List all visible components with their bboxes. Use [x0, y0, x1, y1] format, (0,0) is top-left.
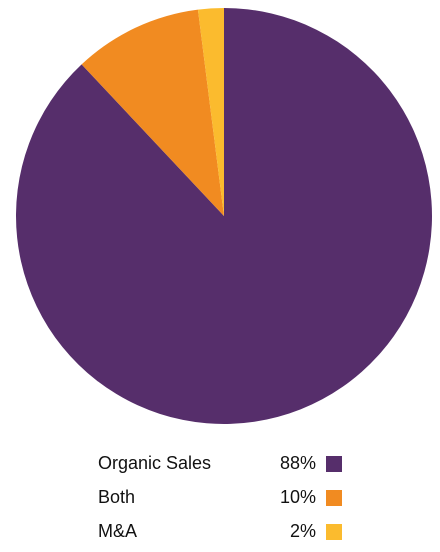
pie-slice-m-a	[197, 8, 224, 216]
pie-slices	[16, 8, 433, 425]
legend-value: 88%	[279, 453, 316, 473]
legend-item-organic-sales: Organic Sales 88%	[98, 450, 358, 484]
legend-item-m-and-a: M&A 2%	[98, 518, 358, 552]
pie-slice-both	[81, 9, 225, 217]
legend-label: Organic Sales	[98, 453, 212, 473]
legend-label: M&A	[98, 521, 138, 541]
legend: Organic Sales 88% Both 10% M&A 2%	[98, 450, 358, 552]
legend-value: 10%	[279, 487, 316, 507]
legend-item-both: Both 10%	[98, 484, 358, 518]
legend-label: Both	[98, 487, 136, 507]
legend-value: 2%	[289, 521, 316, 541]
pie-chart	[16, 8, 433, 425]
legend-swatch	[326, 490, 342, 506]
legend-swatch	[326, 456, 342, 472]
pie-slice-organic-sales	[16, 8, 433, 425]
legend-swatch	[326, 524, 342, 540]
